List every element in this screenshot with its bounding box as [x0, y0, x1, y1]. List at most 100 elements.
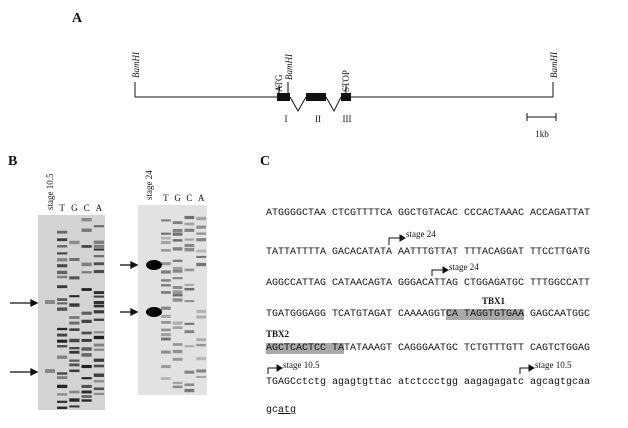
- sequence-line: ATGGGGCTAA CTCGTTTTCA GGCTGTACAC CCCACTA…: [266, 208, 590, 220]
- atg-label: ATG: [274, 74, 284, 92]
- gel-band: [196, 232, 206, 235]
- gel-band: [196, 262, 206, 267]
- gel-band: [81, 319, 92, 323]
- gel-band: [69, 321, 80, 325]
- stop-label: STOP: [341, 70, 351, 92]
- gene-map: [134, 82, 557, 121]
- start-label: stage 10.5: [535, 360, 572, 370]
- gel-band: [161, 270, 171, 274]
- gel-band: [184, 283, 195, 286]
- gel-band: [45, 300, 55, 304]
- exon-label: I: [285, 114, 288, 124]
- gel-band: [161, 377, 171, 380]
- gel-band: [81, 399, 92, 402]
- gel-band: [81, 262, 92, 267]
- gel-band: [69, 295, 80, 298]
- gel-band: [184, 300, 195, 303]
- gel-band: [57, 327, 68, 331]
- gel-band: [81, 331, 92, 335]
- gel-band: [161, 333, 171, 337]
- start-label: stage 24: [449, 262, 479, 272]
- gel-band: [161, 279, 171, 282]
- gel-band: [184, 243, 195, 247]
- gel-band: [184, 322, 195, 325]
- gel-band: [196, 255, 206, 258]
- gel-band: [172, 385, 183, 389]
- gel-band: [184, 247, 195, 252]
- gel-band: [161, 314, 171, 318]
- sequence-segment: TATTATTTTA GACACATATA AATTTGTTAT TTTACAG…: [266, 247, 591, 258]
- site-label: BamHI: [284, 53, 294, 80]
- gel-band: [81, 390, 92, 394]
- gel-band: [69, 350, 80, 354]
- gel-band: [93, 295, 104, 298]
- gel-band: [93, 387, 104, 391]
- gel-band: [81, 288, 92, 291]
- gel-band: [184, 330, 195, 334]
- gel-band: [81, 395, 92, 398]
- gel-band: [57, 345, 68, 348]
- gel-band: [172, 259, 183, 262]
- lane-label: A: [198, 193, 205, 203]
- gel-band: [184, 228, 195, 232]
- gel-band: [93, 348, 104, 351]
- gel-band: [57, 339, 68, 343]
- gel-band: [69, 405, 80, 408]
- gel-band: [57, 406, 68, 409]
- gel-band: [172, 247, 183, 251]
- gel-band: [161, 219, 171, 222]
- gel-band: [146, 307, 162, 317]
- gel-band: [93, 335, 104, 340]
- gel-band: [184, 268, 195, 272]
- gel-band: [81, 271, 92, 274]
- gel-band: [57, 298, 68, 301]
- gel-band: [172, 326, 183, 329]
- gel-band: [161, 328, 171, 332]
- sequence-line: TGAGCctctg agagtgttac atctccctgg aagagag…: [266, 377, 590, 389]
- gel-band: [196, 369, 206, 373]
- gel-band: [172, 349, 183, 354]
- sequence-segment: GAGCAATGGC: [524, 309, 591, 320]
- gel-band: [57, 307, 68, 311]
- gel-band: [172, 266, 183, 271]
- gel-band: [57, 384, 68, 389]
- gel-band: [57, 258, 68, 262]
- gel-band: [184, 215, 195, 220]
- gel-band: [161, 284, 171, 287]
- stage-label: stage 24: [144, 170, 154, 200]
- gel-band: [161, 291, 171, 294]
- gel-band: [161, 321, 171, 324]
- gel-band: [93, 248, 104, 251]
- gel-band: [93, 301, 104, 304]
- gel-band: [161, 262, 171, 266]
- gel-band: [69, 316, 80, 319]
- gel-band: [161, 365, 171, 369]
- sequence-segment: ATGGGGCTAA CTCGTTTTCA GGCTGTACAC CCCACTA…: [266, 208, 591, 219]
- exon-label: III: [343, 114, 352, 124]
- gel-band: [93, 318, 104, 321]
- gel-band: [69, 390, 80, 394]
- sequence-segment: TGATGGGAGG TCATGTAGAT CAAAAGGT: [266, 309, 447, 320]
- gel-band: [161, 337, 171, 341]
- gel-band: [172, 221, 183, 225]
- gel-band: [69, 257, 80, 262]
- gel-band: [81, 353, 92, 357]
- sequence-line: gcatg: [266, 405, 296, 417]
- gel-band: [172, 293, 183, 297]
- gel-band: [57, 400, 68, 404]
- sequence-line: AGGCCATTAG CATAACAGTA GGGACATTAG CTGGAGA…: [266, 278, 590, 290]
- site-label: BamHI: [549, 51, 559, 78]
- gel-band: [161, 350, 171, 354]
- sequence-line: TGATGGGAGG TCATGTAGAT CAAAAGGTCA TAGGTGT…: [266, 309, 590, 321]
- gel-band: [81, 347, 92, 351]
- gel-band: [93, 343, 104, 347]
- sequence-segment: AGGCCATTAG CATAACAGTA GGGACATTAG CTGGAGA…: [266, 278, 591, 289]
- gel-band: [93, 262, 104, 266]
- sequence-segment: gc: [266, 405, 279, 416]
- gel-band: [93, 244, 104, 248]
- gel-band: [57, 393, 68, 396]
- gel-band: [57, 302, 68, 305]
- gel-band: [196, 238, 206, 242]
